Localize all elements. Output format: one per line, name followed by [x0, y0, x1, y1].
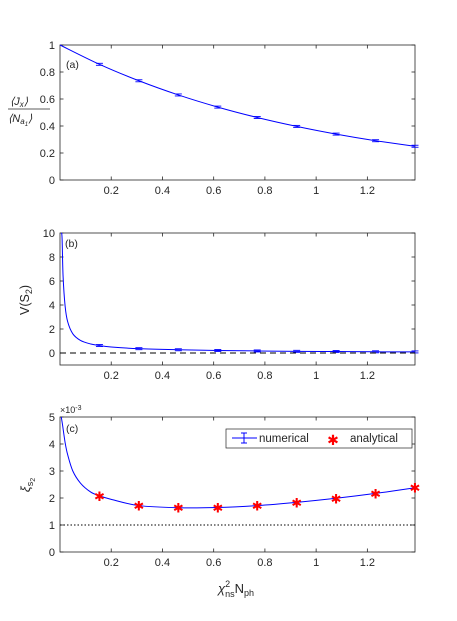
- xtick-label-c-3: 0.8: [257, 557, 272, 569]
- legend-numerical-icon: [232, 432, 257, 444]
- xtick-label-c-5: 1.2: [360, 557, 375, 569]
- legend-box: [225, 428, 413, 449]
- xlabel-c: χ2 nsNph: [217, 579, 254, 599]
- ylabel-a: ⟨Jx⟩ ⟨Na1⟩: [8, 96, 50, 128]
- svg-text:⟨Jx⟩: ⟨Jx⟩: [10, 96, 29, 109]
- xtick-label-a-3: 0.8: [257, 185, 272, 197]
- point-c-analytical-5: ✱: [291, 496, 302, 511]
- ytick-label-a-3: 0.6: [40, 94, 55, 106]
- xtick-label-b-4: 1: [313, 370, 319, 382]
- ytick-label-c-1: 1: [49, 520, 55, 532]
- legend-analytical-icon: ✱: [327, 433, 339, 449]
- ylabel-a-den: ⟨N: [8, 113, 20, 125]
- exponent-label-c: ×10-3: [60, 405, 82, 415]
- point-c-analytical-0: ✱: [94, 490, 105, 505]
- xtick-label-a-4: 1: [313, 185, 319, 197]
- panel-label-a: (a): [66, 59, 79, 71]
- ytick-label-b-0: 0: [49, 348, 55, 360]
- series-b: [60, 232, 419, 354]
- xtick-label-b-5: 1.2: [360, 370, 375, 382]
- xtick-label-a-0: 0.2: [104, 185, 119, 197]
- series-line-a-series0: [59, 44, 416, 147]
- xtick-label-b-0: 0.2: [104, 370, 119, 382]
- point-c-analytical-4: ✱: [252, 500, 263, 515]
- ytick-label-a-5: 1: [49, 40, 55, 52]
- point-c-analytical-7: ✱: [370, 487, 381, 502]
- ytick-label-c-4: 4: [49, 439, 55, 451]
- series-line-c-numerical: [60, 416, 416, 509]
- panel-label-b: (b): [65, 238, 78, 250]
- series-c: ✱ ✱ ✱ ✱ ✱ ✱ ✱ ✱ ✱: [60, 416, 421, 526]
- xtick-label-a-1: 0.4: [155, 185, 170, 197]
- panel-label-c: (c): [66, 423, 78, 435]
- panel-c: 0.2 0.4 0.6 0.8 1 1.2 0 1 2 3 4 5 ✱ ✱ ✱ ✱ ✱ ✱ ✱ ✱ ✱ ×10-3 (…: [18, 405, 420, 599]
- ytick-label-c-5: 5: [49, 412, 55, 424]
- series-line-b-series0: [60, 232, 416, 353]
- xtick-label-a-2: 0.6: [206, 185, 221, 197]
- ylabel-c: ξs2: [18, 478, 37, 492]
- series-a: [59, 44, 419, 148]
- xtick-label-c-1: 0.4: [155, 557, 170, 569]
- ytick-label-b-5: 10: [43, 228, 55, 240]
- ticks-a: 0.2 0.4 0.6 0.8 1 1.2 0 0.2 0.4 0.6 0.8 1: [40, 40, 415, 197]
- ytick-label-a-2: 0.4: [40, 121, 55, 133]
- legend-numerical-label: numerical: [259, 433, 309, 445]
- ytick-label-b-1: 2: [49, 324, 55, 336]
- legend: numerical ✱ analytical: [225, 428, 413, 449]
- point-c-analytical-1: ✱: [133, 500, 144, 515]
- point-c-analytical-2: ✱: [173, 502, 184, 517]
- ytick-label-b-2: 4: [49, 300, 55, 312]
- ytick-label-c-0: 0: [49, 547, 55, 559]
- xtick-label-c-4: 1: [313, 557, 319, 569]
- ylabel-a-num-sub: x: [19, 100, 25, 109]
- ytick-label-a-1: 0.2: [40, 148, 55, 160]
- ytick-label-c-3: 3: [49, 466, 55, 478]
- legend-analytical-label: analytical: [350, 433, 398, 445]
- xtick-label-a-5: 1.2: [360, 185, 375, 197]
- ytick-label-b-3: 6: [49, 276, 55, 288]
- panel-b: 0.2 0.4 0.6 0.8 1 1.2 0 2 4 6 8 10 (b) V(S2): [18, 228, 419, 382]
- xtick-label-b-3: 0.8: [257, 370, 272, 382]
- xtick-label-b-1: 0.4: [155, 370, 170, 382]
- ylabel-a-den-subsub: 1: [25, 122, 28, 128]
- point-c-analytical-3: ✱: [212, 501, 223, 516]
- ylabel-b: V(S2): [18, 285, 34, 315]
- axes-b-box: [59, 232, 416, 366]
- panel-a: 0.2 0.4 0.6 0.8 1 1.2 0 0.2 0.4 0.6 0.8 1 (a) ⟨Jx⟩ …: [8, 40, 419, 197]
- point-c-analytical-8: ✱: [410, 482, 421, 497]
- xtick-label-c-2: 0.6: [206, 557, 221, 569]
- xtick-label-b-2: 0.6: [206, 370, 221, 382]
- ylabel-a-num: ⟨J: [10, 96, 20, 108]
- ticks-b: 0.2 0.4 0.6 0.8 1 1.2 0 2 4 6 8 10: [43, 228, 415, 382]
- ytick-label-b-4: 8: [49, 252, 55, 264]
- point-c-analytical-6: ✱: [331, 492, 342, 507]
- ticks-c: 0.2 0.4 0.6 0.8 1 1.2 0 1 2 3 4 5: [49, 412, 415, 569]
- xtick-label-c-0: 0.2: [104, 557, 119, 569]
- ytick-label-a-0: 0: [49, 175, 55, 187]
- ytick-label-a-4: 0.8: [40, 67, 55, 79]
- svg-text:⟨Na1⟩: ⟨Na1⟩: [8, 113, 33, 128]
- ytick-label-c-2: 2: [49, 493, 55, 505]
- ylabel-a-den-sub: a: [20, 117, 25, 126]
